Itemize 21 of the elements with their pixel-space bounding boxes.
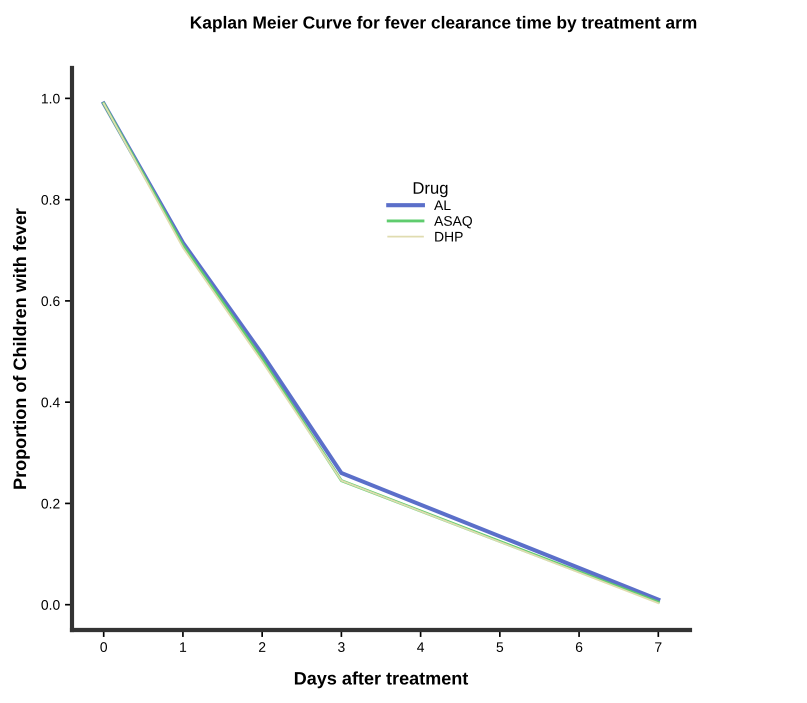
legend-label: DHP bbox=[435, 232, 463, 242]
x-tick-label: 0 bbox=[100, 642, 108, 652]
y-tick-label: 0.4 bbox=[41, 397, 60, 408]
legend-title: Drug bbox=[414, 182, 448, 198]
x-tick-label: 7 bbox=[655, 642, 662, 652]
x-tick-label: 1 bbox=[180, 642, 186, 652]
legend-label: ASAQ bbox=[434, 216, 472, 228]
y-tick-label: 0.6 bbox=[41, 296, 60, 306]
y-tick-label: 0.8 bbox=[41, 194, 60, 205]
y-tick-label: 1.0 bbox=[42, 94, 60, 104]
y-tick-label: 0.0 bbox=[41, 600, 60, 610]
legend-label: AL bbox=[434, 200, 451, 210]
x-tick-label: 3 bbox=[338, 642, 345, 652]
y-tick-label: 0.2 bbox=[41, 498, 60, 509]
x-tick-label: 5 bbox=[496, 642, 504, 652]
x-tick-label: 2 bbox=[258, 642, 266, 652]
chart-title: Kaplan Meier Curve for fever clearance time by treatment arm bbox=[190, 16, 696, 32]
x-axis-title: Days after treatment bbox=[294, 671, 468, 688]
x-tick-label: 6 bbox=[576, 642, 582, 652]
y-axis-title: Proportion of Children with fever bbox=[12, 208, 30, 489]
x-tick-label: 4 bbox=[417, 642, 424, 652]
